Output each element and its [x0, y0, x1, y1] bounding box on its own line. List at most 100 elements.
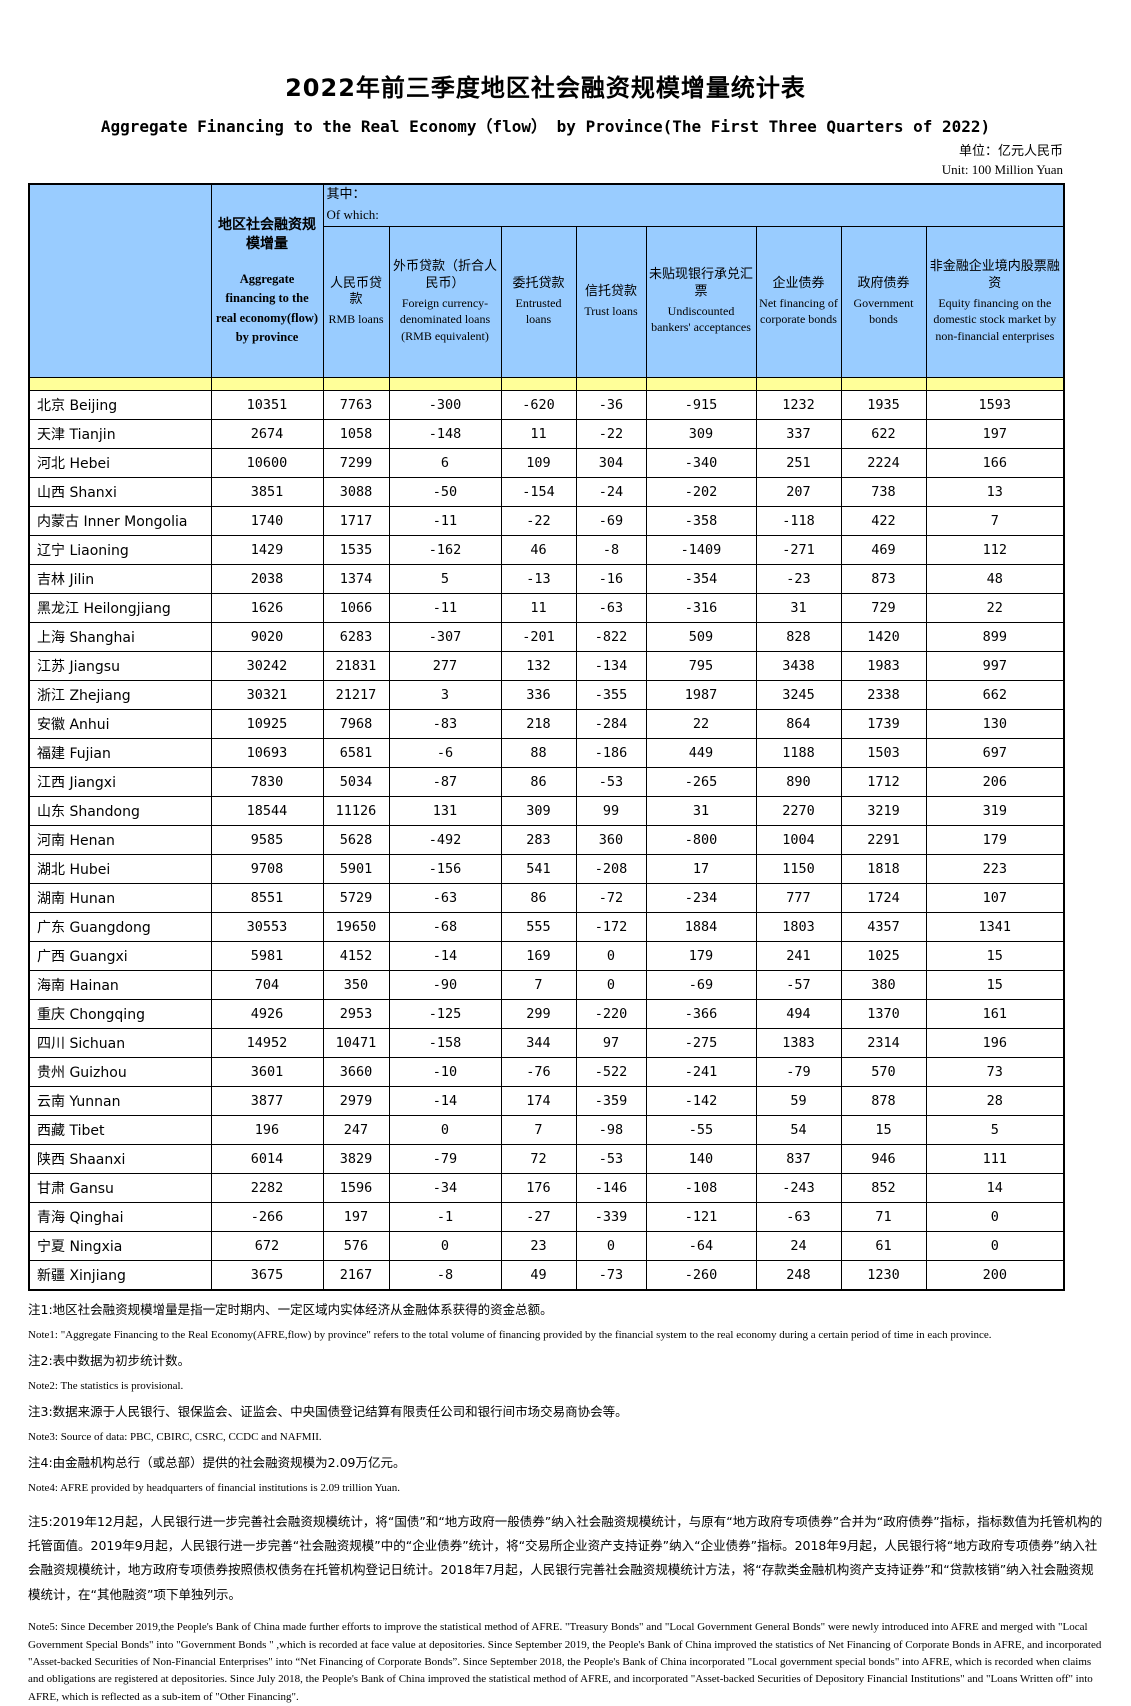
value-cell: -24: [575, 476, 647, 507]
value-cell: 223: [925, 853, 1065, 884]
value-cell: 8551: [210, 882, 324, 913]
value-cell: 1884: [645, 911, 757, 942]
value-cell: -69: [575, 505, 647, 536]
value-cell: 541: [500, 853, 577, 884]
value-cell: 852: [840, 1172, 927, 1203]
value-cell: -284: [575, 708, 647, 739]
value-cell: -53: [575, 766, 647, 797]
value-cell: -55: [645, 1114, 757, 1145]
value-cell: 5: [388, 563, 502, 594]
value-cell: 4926: [210, 998, 324, 1029]
col-header-en: Trust loans: [584, 303, 638, 318]
province-cell: 海南 Hainan: [28, 969, 212, 1000]
col-header-corporate-bonds: 企业债券 Net financing of corporate bonds: [755, 225, 842, 378]
value-cell: -243: [755, 1172, 842, 1203]
value-cell: 196: [210, 1114, 324, 1145]
value-cell: 3851: [210, 476, 324, 507]
table-row: 浙江 Zhejiang 30321 21217 3 336 -355 1987 3245 233…: [28, 679, 1065, 710]
table-row: 广东 Guangdong 30553 19650 -68 555 -172 1884 1803…: [28, 911, 1065, 942]
table-row: 湖北 Hubei 9708 5901 -156 541 -208 17 1150 1818 223: [28, 853, 1065, 884]
value-cell: 166: [925, 447, 1065, 478]
table-row: 山西 Shanxi 3851 3088 -50 -154 -24 -202 207 738 13: [28, 476, 1065, 507]
page-title-en: Aggregate Financing to the Real Economy（…: [100, 117, 991, 136]
value-cell: -162: [388, 534, 502, 565]
value-cell: 19650: [322, 911, 390, 942]
province-cell: 黑龙江 Heilongjiang: [28, 592, 212, 623]
value-cell: 729: [840, 592, 927, 623]
col-header-zh: 信托贷款: [584, 283, 637, 299]
value-cell: 86: [500, 766, 577, 797]
value-cell: 10925: [210, 708, 324, 739]
province-cell: 重庆 Chongqing: [28, 998, 212, 1029]
value-cell: 48: [925, 563, 1065, 594]
province-cell: 北京 Beijing: [28, 389, 212, 420]
unit-label-en: Unit: 100 Million Yuan: [941, 161, 1063, 177]
value-cell: -620: [500, 389, 577, 420]
value-cell: 1803: [755, 911, 842, 942]
value-cell: 0: [575, 969, 647, 1000]
value-cell: -354: [645, 563, 757, 594]
value-cell: 140: [645, 1143, 757, 1174]
value-cell: -8: [575, 534, 647, 565]
col-header-undiscounted-acceptances: 未贴现银行承兑汇票 Undiscounted bankers' acceptan…: [645, 225, 757, 378]
province-header-empty: [28, 183, 212, 378]
value-cell: -63: [575, 592, 647, 623]
table-row: 山东 Shandong 18544 11126 131 309 99 31 2270 3219 3…: [28, 795, 1065, 826]
value-cell: -98: [575, 1114, 647, 1145]
yellow-stripe-row: [28, 376, 1065, 391]
footnote: 注5:2019年12月起，人民银行进一步完善社会融资规模统计，将“国债”和“地方…: [28, 1513, 1103, 1602]
value-cell: -16: [575, 563, 647, 594]
of-which-header: 其中： Of which:: [322, 183, 1065, 227]
value-cell: 130: [925, 708, 1065, 739]
value-cell: 336: [500, 679, 577, 710]
value-cell: 179: [925, 824, 1065, 855]
value-cell: -72: [575, 882, 647, 913]
value-cell: 2282: [210, 1172, 324, 1203]
col-header-trust-loans: 信托贷款 Trust loans: [575, 225, 647, 378]
value-cell: 15: [925, 969, 1065, 1000]
province-cell: 西藏 Tibet: [28, 1114, 212, 1145]
value-cell: -915: [645, 389, 757, 420]
value-cell: 697: [925, 737, 1065, 768]
value-cell: 11: [500, 592, 577, 623]
value-cell: 509: [645, 621, 757, 652]
value-cell: 1025: [840, 940, 927, 971]
value-cell: 3675: [210, 1259, 324, 1291]
value-cell: 1004: [755, 824, 842, 855]
value-cell: 350: [322, 969, 390, 1000]
value-cell: -8: [388, 1259, 502, 1291]
value-cell: 176: [500, 1172, 577, 1203]
value-cell: -307: [388, 621, 502, 652]
value-cell: -63: [388, 882, 502, 913]
table-row: 内蒙古 Inner Mongolia 1740 1717 -11 -22 -69 -358-…: [28, 505, 1065, 536]
value-cell: -201: [500, 621, 577, 652]
col-header-foreign-currency-loans: 外币贷款（折合人民币） Foreign currency-denominated…: [388, 225, 502, 378]
value-cell: 662: [925, 679, 1065, 710]
province-cell: 新疆 Xinjiang: [28, 1259, 212, 1291]
value-cell: 73: [925, 1056, 1065, 1087]
value-cell: 4357: [840, 911, 927, 942]
table-row: 海南 Hainan 704 350 -90 7 0 -69 -57 380 15: [28, 969, 1065, 1000]
province-cell: 安徽 Anhui: [28, 708, 212, 739]
value-cell: 14952: [210, 1027, 324, 1058]
value-cell: 107: [925, 882, 1065, 913]
col-header-equity-financing: 非金融企业境内股票融资 Equity financing on the dome…: [925, 225, 1065, 378]
value-cell: 1818: [840, 853, 927, 884]
value-cell: 1341: [925, 911, 1065, 942]
province-cell: 江西 Jiangxi: [28, 766, 212, 797]
value-cell: -22: [500, 505, 577, 536]
value-cell: 1983: [840, 650, 927, 681]
value-cell: 1383: [755, 1027, 842, 1058]
value-cell: 7830: [210, 766, 324, 797]
table-row: 湖南 Hunan 8551 5729 -63 86 -72 -234 777 1724 107: [28, 882, 1065, 913]
of-which-en: Of which:: [326, 206, 379, 222]
value-cell: 7299: [322, 447, 390, 478]
value-cell: -108: [645, 1172, 757, 1203]
value-cell: 422: [840, 505, 927, 536]
value-cell: 878: [840, 1085, 927, 1116]
table-row: 上海 Shanghai 9020 6283 -307 -201 -822 509 828 142…: [28, 621, 1065, 652]
col-header-en: Net financing of corporate bonds: [759, 295, 838, 326]
value-cell: -340: [645, 447, 757, 478]
value-cell: 22: [925, 592, 1065, 623]
page-title-zh: 2022年前三季度地区社会融资规模增量统计表: [285, 74, 806, 102]
